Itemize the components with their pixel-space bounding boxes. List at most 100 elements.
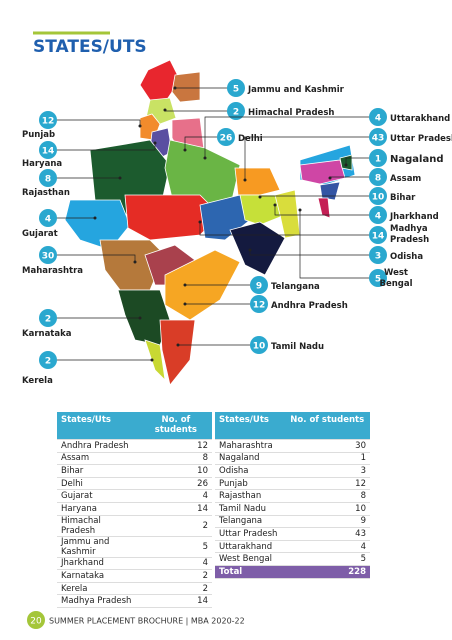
state-name: Rajasthan	[215, 489, 285, 503]
state-word: West	[384, 268, 408, 278]
state-name: Punjab	[215, 477, 285, 491]
count: 2	[45, 357, 51, 367]
table-row: Assam 8	[57, 452, 212, 466]
header-cell: States/Uts	[215, 412, 285, 440]
leader-line	[184, 136, 226, 150]
total-label: Total	[215, 565, 285, 579]
table-right: States/Uts No. of students Maharashtra 30 Na…	[215, 412, 370, 579]
state-name: Delhi	[238, 134, 263, 144]
count: 9	[256, 282, 262, 292]
state-name: Odisha	[215, 464, 285, 478]
table-row: Gujarat 4	[57, 489, 212, 503]
leader-line	[48, 119, 141, 126]
total-count: 228	[284, 565, 370, 579]
count: 4	[45, 215, 51, 225]
page-title: STATES/UTS	[33, 37, 147, 57]
table-row: Tamil Nadu 10	[215, 502, 370, 516]
count-badge	[250, 276, 268, 294]
count-badge	[369, 128, 387, 146]
table-row: Jharkhand 4	[57, 557, 212, 571]
table-row: Nagaland 1	[215, 452, 370, 466]
count-badge	[39, 169, 57, 187]
leader-dot	[248, 248, 252, 252]
state-name: Odisha	[390, 252, 423, 262]
leader-dot	[183, 302, 187, 306]
count-badge	[39, 111, 57, 129]
count: 4	[375, 212, 381, 222]
count-badge	[39, 351, 57, 369]
state-name: Jharkhand	[389, 212, 439, 222]
state-name: Himachal Pradesh	[248, 108, 334, 118]
table-row: Haryana 14	[57, 502, 212, 516]
state-name: Gujarat	[22, 229, 58, 239]
table-left: States/Uts No. of students Andhra Pradesh 1…	[57, 412, 212, 608]
count: 1	[375, 155, 381, 165]
student-count: 30	[284, 439, 370, 453]
leader-line	[345, 157, 378, 165]
state-name: Jharkhand	[57, 557, 140, 571]
state-name: Jammu and Kashmir	[57, 536, 140, 558]
student-count: 4	[139, 557, 212, 571]
count: 12	[42, 117, 55, 127]
table-row: Uttar Pradesh 43	[215, 527, 370, 541]
state-name: Haryana	[22, 159, 62, 169]
student-count: 10	[139, 464, 212, 478]
leader-dot	[183, 283, 187, 287]
count: 10	[253, 342, 266, 352]
header-row: States/Uts No. of students	[57, 412, 212, 440]
student-count: 12	[139, 439, 212, 453]
table-row: Andhra Pradesh 12	[57, 439, 212, 453]
leader-dot	[203, 156, 207, 160]
state-name: Uttarakhand	[215, 540, 285, 554]
count-badge	[227, 79, 245, 97]
state-name: Rajasthan	[22, 188, 70, 198]
count-badge	[369, 187, 387, 205]
leader-dot	[150, 358, 154, 362]
table-row: Kerela 2	[57, 582, 212, 596]
student-count: 10	[284, 502, 370, 516]
leader-line	[48, 143, 156, 151]
leader-dot	[138, 316, 142, 320]
count-badge	[39, 209, 57, 227]
count-badge	[217, 128, 235, 146]
state-name: Maharashtra	[215, 439, 285, 453]
table-row: Odisha 3	[215, 464, 370, 478]
header-row: States/Uts No. of students	[215, 412, 370, 440]
table-row: Maharashtra 30	[215, 439, 370, 453]
leader-dot	[258, 195, 262, 199]
state-name: Uttarakhand	[390, 114, 450, 124]
state-name: Karnataka	[57, 569, 140, 583]
student-count: 1	[284, 452, 370, 466]
state-name: Gujarat	[57, 489, 140, 503]
state-name: Nagaland	[215, 452, 285, 466]
header-cell: No. of students	[139, 412, 212, 440]
leader-line	[249, 250, 378, 256]
table-row: Telangana 9	[215, 515, 370, 529]
state-name: Telangana	[271, 282, 320, 292]
student-count: 12	[284, 477, 370, 491]
state-name: Haryana	[57, 502, 140, 516]
count: 4	[375, 114, 381, 124]
student-count: 2	[139, 515, 212, 537]
state-name: Nagaland	[390, 154, 443, 165]
count: 12	[253, 301, 266, 311]
count-badge	[369, 108, 387, 126]
table-row: Karnataka 2	[57, 569, 212, 583]
student-count: 5	[284, 552, 370, 566]
count-badge	[369, 246, 387, 264]
count-badge	[369, 206, 387, 224]
leader-dot	[198, 220, 202, 224]
leader-dot	[118, 176, 122, 180]
leader-line	[274, 205, 378, 216]
header-cell: No. of students	[284, 412, 370, 440]
state-name: Karnataka	[22, 329, 72, 339]
count: 2	[45, 315, 51, 325]
count: 5	[375, 275, 381, 285]
table-row: Uttarakhand 4	[215, 540, 370, 554]
state-name: Maharashtra	[22, 266, 83, 276]
leader-dot	[183, 148, 187, 152]
state-name: Assam	[390, 174, 421, 184]
table-row: Himachal Pradesh 2	[57, 515, 212, 537]
count-badge	[39, 309, 57, 327]
